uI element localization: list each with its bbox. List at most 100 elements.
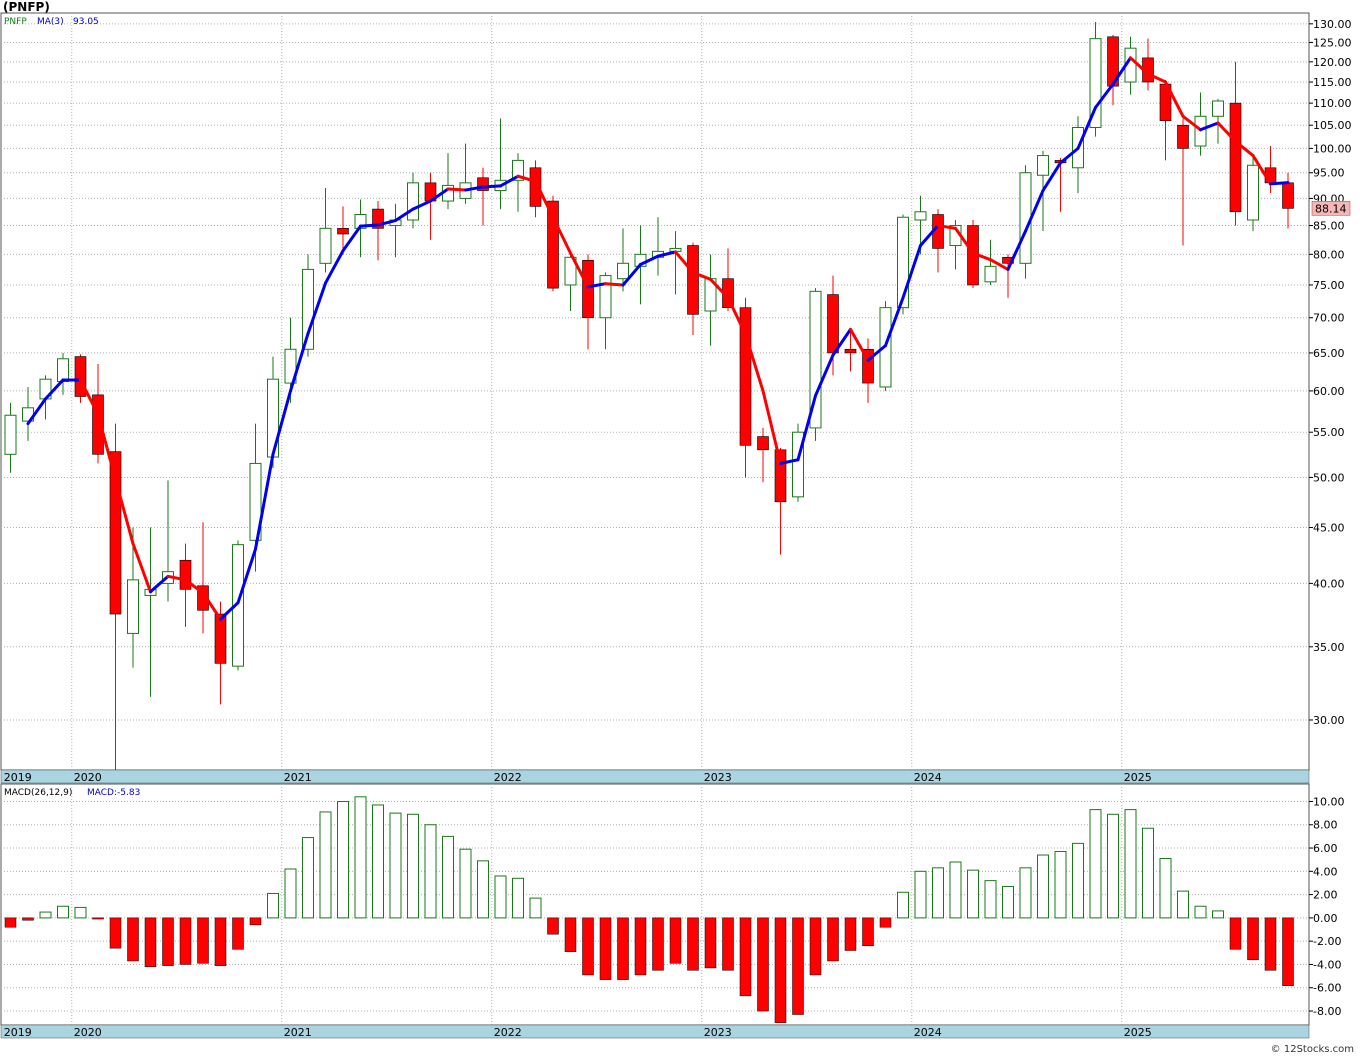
ma-segment: [1024, 189, 1045, 233]
ma-segment: [621, 263, 642, 287]
ma-segment: [289, 332, 310, 393]
price-tick-label: 115.00: [1313, 76, 1352, 89]
macd-tick-label: 10.00: [1313, 795, 1345, 808]
candle-body: [232, 544, 244, 667]
macd-bar: [1229, 917, 1242, 950]
candle-body: [984, 265, 997, 283]
price-tick-label: 75.00: [1313, 279, 1345, 292]
ma-segment: [884, 296, 905, 348]
ma-segment: [464, 185, 485, 192]
macd-bar: [617, 917, 629, 980]
ma-segment: [936, 224, 957, 230]
price-year-label: 2021: [284, 771, 312, 784]
macd-bar: [722, 917, 734, 971]
macd-bar: [1124, 809, 1137, 919]
ma-segment: [1251, 154, 1272, 186]
ma-segment: [236, 547, 257, 605]
ma-segment: [639, 254, 660, 267]
macd-bar: [284, 868, 297, 919]
price-tick-label: 60.00: [1313, 385, 1345, 398]
macd-bar: [1264, 917, 1277, 971]
candle-body: [179, 559, 192, 590]
ma-segment: [306, 281, 327, 336]
candle-body: [617, 262, 629, 280]
candle-body: [4, 414, 17, 455]
ma-segment: [1199, 121, 1220, 132]
candle-body: [897, 216, 909, 309]
price-tick-label: 65.00: [1313, 347, 1345, 360]
candle-body: [547, 200, 559, 289]
price-tick-label: 85.00: [1313, 220, 1345, 233]
macd-bar: [512, 877, 524, 919]
ma-segment: [761, 389, 782, 465]
ma-segment: [411, 199, 432, 211]
price-year-label: 2024: [914, 771, 942, 784]
ma-segment: [394, 207, 415, 223]
candle-body: [57, 358, 69, 383]
macd-tick-label: -6.00: [1313, 982, 1341, 995]
ma-segment: [919, 224, 940, 248]
ma-segment: [96, 412, 117, 481]
macd-bar: [1107, 813, 1119, 919]
candle-body: [1177, 124, 1189, 149]
ma-segment: [1094, 82, 1115, 109]
price-tick-label: 70.00: [1313, 312, 1345, 325]
macd-bar: [774, 917, 787, 1023]
last-price-badge: 88.14: [1311, 201, 1351, 216]
ma-segment: [604, 282, 625, 287]
price-legend-ma-label: MA(3): [37, 17, 64, 27]
ma-segment: [569, 251, 590, 289]
price-tick-label: 95.00: [1313, 167, 1345, 180]
price-tick-label: 80.00: [1313, 248, 1345, 261]
candle-body: [1212, 100, 1224, 117]
price-legend-symbol: PNFP: [4, 17, 27, 27]
macd-year-label: 2022: [494, 1026, 522, 1039]
candle-body: [1019, 172, 1032, 264]
candle-body: [337, 228, 349, 235]
ma-segment: [254, 452, 275, 551]
candle-body: [407, 182, 419, 221]
macd-bar: [92, 917, 104, 920]
macd-bar: [1194, 905, 1207, 919]
candle-body: [827, 294, 839, 354]
price-tick-label: 105.00: [1313, 119, 1352, 132]
macd-year-label: 2021: [284, 1026, 312, 1039]
ma-segment: [534, 179, 555, 219]
ma-segment: [831, 327, 852, 357]
macd-tick-label: 0.00: [1313, 912, 1338, 925]
candle-body: [92, 394, 104, 455]
ma-segment: [1234, 139, 1255, 158]
candle-body: [319, 227, 332, 264]
macd-tick-label: 8.00: [1313, 819, 1338, 832]
macd-bar: [1142, 827, 1154, 919]
macd-bar: [529, 897, 542, 919]
ma-segment: [219, 601, 240, 621]
ma-segment: [149, 574, 170, 594]
price-year-label: 2025: [1124, 771, 1152, 784]
candle-body: [1089, 38, 1102, 128]
ma-segment: [184, 578, 205, 595]
macd-bar: [372, 804, 384, 919]
macd-timeline-bar: [0, 1024, 1310, 1039]
macd-year-label: 2023: [704, 1026, 732, 1039]
ma-segment: [166, 574, 187, 582]
price-tick-label: 40.00: [1313, 577, 1345, 590]
candle-body: [127, 579, 139, 634]
footer-credit: © 12Stocks.com: [1270, 1044, 1354, 1055]
macd-bar: [862, 917, 874, 947]
macd-bar: [827, 917, 839, 962]
ma-segment: [726, 296, 747, 336]
candle-body: [74, 356, 87, 397]
macd-timeline: 2019 2020 2021 2022 2023 2024 2025: [0, 1024, 1310, 1039]
candle-body: [372, 208, 384, 229]
macd-panel: 10.00 8.00 6.00 4.00 2.00 0.00 -2.00 -4.00 -6.00…: [0, 783, 1345, 1026]
candle-body: [599, 275, 612, 319]
macd-bar: [1089, 809, 1102, 919]
macd-tick-label: -8.00: [1313, 1005, 1341, 1018]
macd-bar: [354, 796, 367, 919]
price-y-axis: 30.00 35.00 40.00 45.00 50.00 55.00 60.00 65.00…: [1309, 18, 1352, 727]
ma-segment: [971, 251, 992, 262]
macd-bar: [267, 892, 279, 919]
ma-segment: [131, 542, 152, 594]
ma-segment: [26, 397, 47, 426]
